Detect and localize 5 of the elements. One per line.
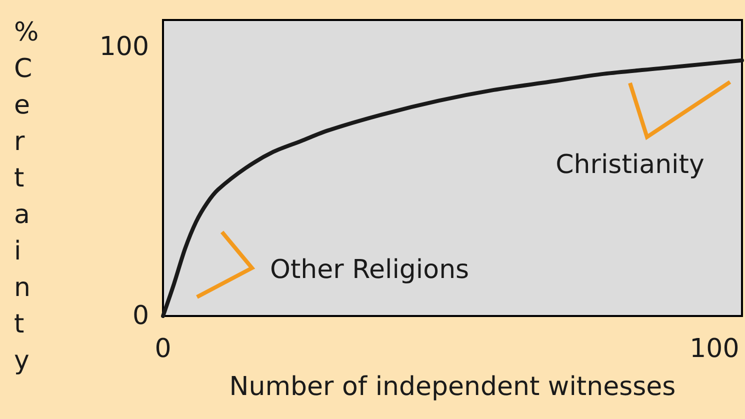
x-axis-title: Number of independent witnesses: [229, 372, 676, 402]
text: % Certainty: [14, 17, 39, 376]
annotation: Other Religions: [270, 255, 470, 285]
annotation: Christianity: [556, 150, 704, 180]
line-series: [161, 58, 744, 318]
